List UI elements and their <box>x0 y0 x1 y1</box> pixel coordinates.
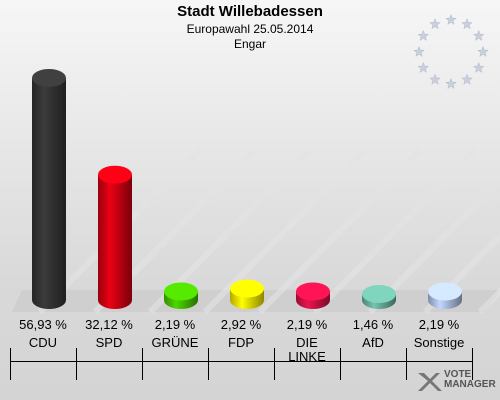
category-separator <box>274 348 275 380</box>
category-separator <box>208 348 209 380</box>
chart-subtitle: Europawahl 25.05.2014 <box>186 22 314 36</box>
bar-grüne <box>164 282 198 309</box>
value-label: 32,12 % <box>85 317 133 332</box>
category-separator <box>472 348 473 380</box>
value-label: 56,93 % <box>19 317 67 332</box>
vote-manager-logo-icon <box>418 373 442 391</box>
value-label: 2,19 % <box>286 317 328 332</box>
category-label: Sonstige <box>413 335 465 350</box>
bar-spd <box>98 165 132 309</box>
bar-sonstige <box>428 282 462 309</box>
value-label: 2,19 % <box>154 317 196 332</box>
bar-cdu <box>32 68 66 310</box>
value-label: 2,19 % <box>418 317 460 332</box>
value-label: 1,46 % <box>352 317 394 332</box>
axis-baseline <box>10 361 473 362</box>
category-separator <box>340 348 341 380</box>
bar-die-linke <box>296 282 330 309</box>
bar-fdp <box>230 279 264 309</box>
category-label: SPD <box>95 335 123 350</box>
category-label: DIE LINKE <box>288 335 326 364</box>
category-separator <box>10 348 11 380</box>
category-label: CDU <box>28 335 58 350</box>
category-label: FDP <box>228 335 254 350</box>
bars-group <box>32 68 462 310</box>
vote-manager-logo: VOTE MANAGER <box>414 366 496 396</box>
category-separator <box>142 348 143 380</box>
logo-text: VOTE MANAGER <box>444 369 496 390</box>
eu-stars-icon <box>413 13 489 89</box>
category-labels: 56,93 % CDU 32,12 % SPD 2,19 % GRÜNE 2,92 % FDP… <box>0 317 500 380</box>
category-separator <box>406 348 407 380</box>
chart-location: Engar <box>233 37 267 51</box>
category-label: AfD <box>362 335 384 350</box>
bar-afd <box>362 285 396 309</box>
category-label: GRÜNE <box>151 335 199 350</box>
value-label: 2,92 % <box>220 317 262 332</box>
chart-title: Stadt Willebadessen <box>177 3 323 20</box>
category-separator <box>76 348 77 380</box>
